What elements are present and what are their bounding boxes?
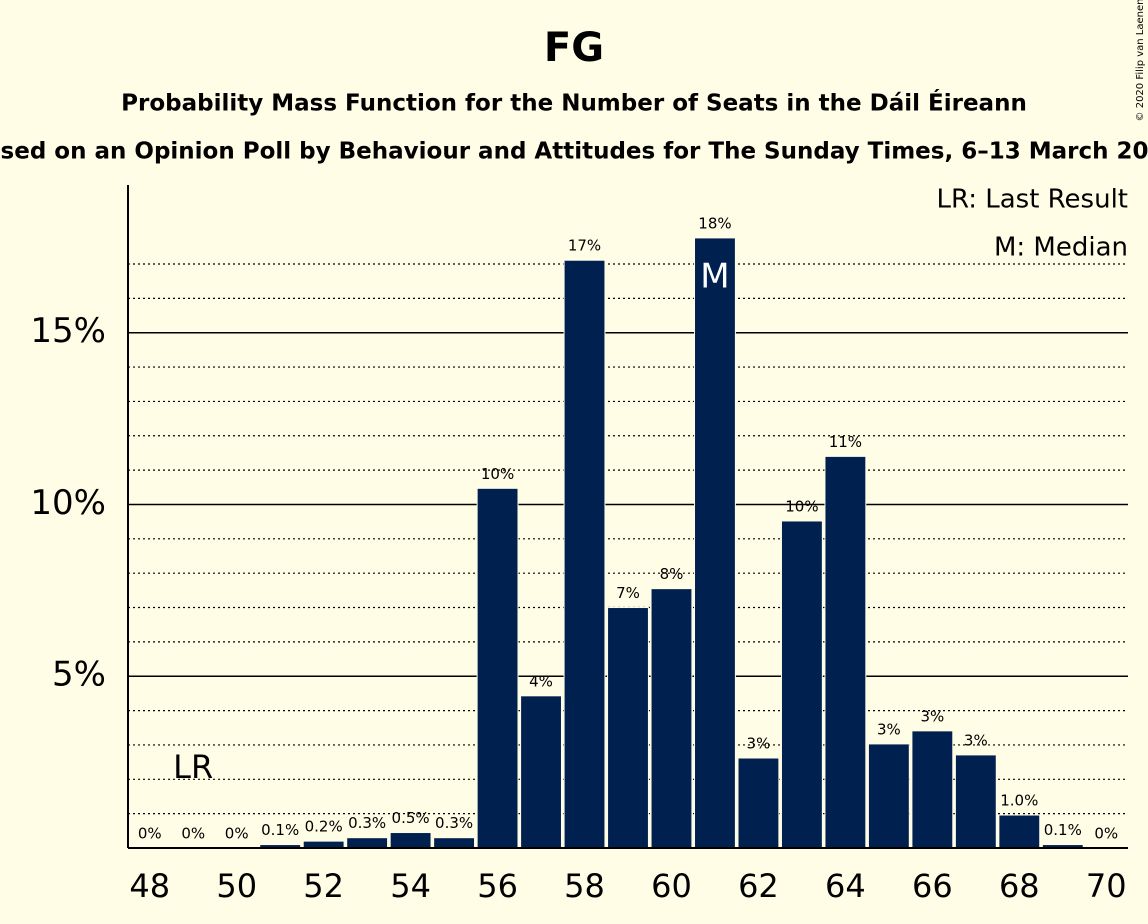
x-tick-label: 64 bbox=[825, 867, 866, 905]
value-label: 0% bbox=[181, 825, 205, 843]
value-label: 1.0% bbox=[1000, 792, 1038, 810]
bar bbox=[694, 237, 736, 849]
chart-subtitle: Based on an Opinion Poll by Behaviour an… bbox=[0, 139, 1148, 165]
legend-entry: M: Median bbox=[994, 233, 1128, 263]
value-label: 10% bbox=[481, 465, 514, 483]
value-label: 4% bbox=[529, 672, 553, 690]
value-label: 0.2% bbox=[305, 818, 343, 836]
value-label: 0.5% bbox=[392, 809, 430, 827]
bar bbox=[737, 757, 780, 849]
x-tick-label: 60 bbox=[651, 867, 692, 905]
bar bbox=[433, 837, 476, 849]
bar bbox=[346, 837, 389, 849]
bar bbox=[954, 754, 997, 849]
value-label: 0.3% bbox=[348, 814, 386, 832]
x-tick-label: 68 bbox=[999, 867, 1040, 905]
bar bbox=[302, 840, 345, 849]
chart-subtitle: Probability Mass Function for the Number… bbox=[121, 89, 1027, 117]
bar bbox=[389, 832, 432, 849]
value-label: 18% bbox=[698, 214, 731, 232]
x-tick-label: 56 bbox=[477, 867, 518, 905]
x-tick-label: 50 bbox=[216, 867, 257, 905]
y-tick-label: 15% bbox=[30, 311, 106, 351]
bar bbox=[520, 695, 562, 849]
x-tick-label: 58 bbox=[564, 867, 605, 905]
last-result-marker: LR bbox=[173, 748, 213, 786]
bar bbox=[607, 607, 649, 849]
y-tick-label: 10% bbox=[30, 483, 106, 523]
bar bbox=[911, 730, 954, 849]
value-label: 0% bbox=[138, 825, 162, 843]
x-tick-label: 54 bbox=[390, 867, 431, 905]
median-marker: M bbox=[700, 256, 729, 296]
bar bbox=[998, 814, 1041, 849]
bar bbox=[824, 455, 867, 849]
value-label: 3% bbox=[877, 720, 901, 738]
copyright: © 2020 Filip van Laenen bbox=[1135, 0, 1146, 121]
value-label: 8% bbox=[660, 565, 684, 583]
value-label: 0.1% bbox=[1044, 821, 1082, 839]
value-label: 17% bbox=[568, 237, 601, 255]
bar bbox=[780, 520, 823, 849]
x-tick-label: 70 bbox=[1086, 867, 1127, 905]
value-label: 0% bbox=[1094, 825, 1118, 843]
chart-title: FG bbox=[544, 25, 604, 71]
value-label: 7% bbox=[616, 584, 640, 602]
bar bbox=[476, 487, 519, 849]
x-tick-label: 48 bbox=[129, 867, 170, 905]
value-label: 0.1% bbox=[261, 821, 299, 839]
value-label: 10% bbox=[785, 497, 818, 515]
bar bbox=[867, 743, 910, 849]
value-label: 11% bbox=[829, 433, 862, 451]
value-label: 0.3% bbox=[435, 814, 473, 832]
value-label: 3% bbox=[964, 731, 988, 749]
legend-entry: LR: Last Result bbox=[936, 185, 1128, 215]
y-tick-label: 5% bbox=[52, 655, 106, 695]
value-label: 3% bbox=[920, 707, 944, 725]
value-label: 3% bbox=[747, 734, 771, 752]
value-label: 0% bbox=[225, 825, 249, 843]
bar bbox=[650, 588, 693, 849]
x-tick-label: 52 bbox=[303, 867, 344, 905]
x-tick-label: 66 bbox=[912, 867, 953, 905]
bar bbox=[563, 259, 606, 849]
x-tick-label: 62 bbox=[738, 867, 779, 905]
